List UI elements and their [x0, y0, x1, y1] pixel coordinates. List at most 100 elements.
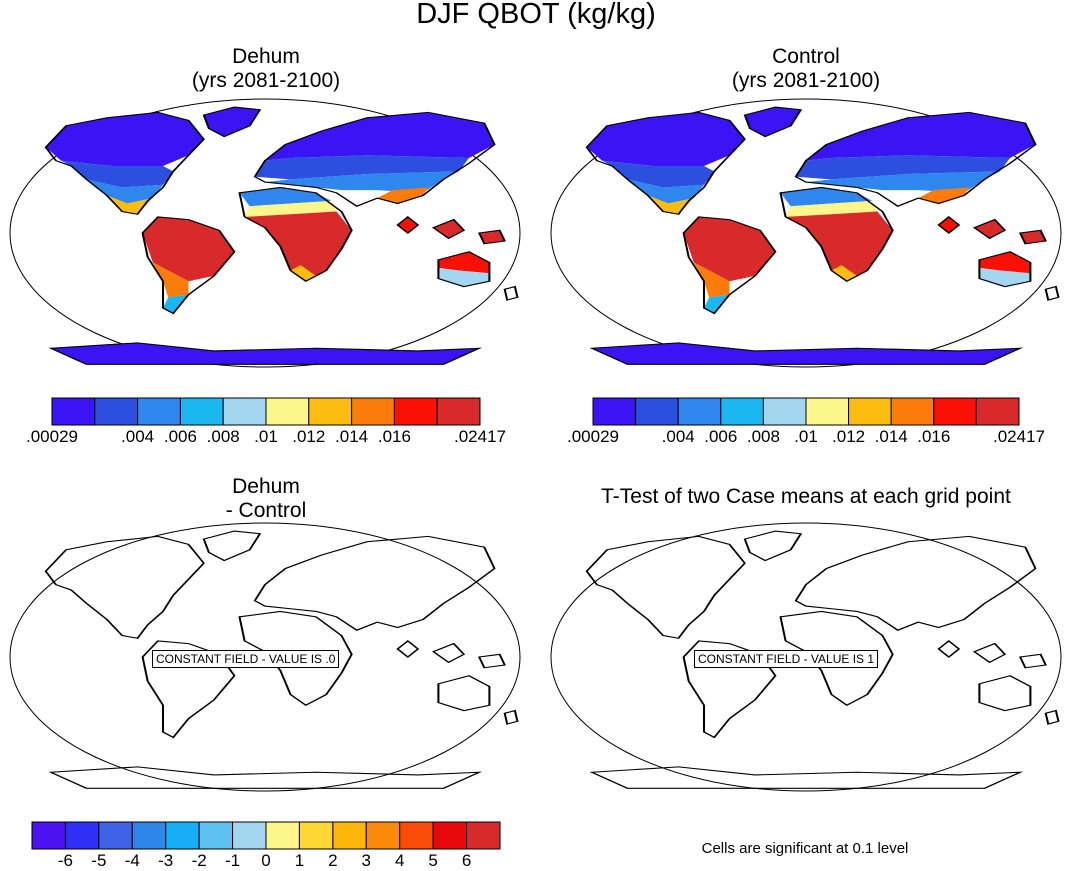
colorbar-tick-label: -1 — [225, 851, 241, 870]
colorbar-swatch — [393, 397, 438, 426]
colorbar-swatch — [137, 397, 181, 426]
map-panel-control — [551, 99, 1061, 367]
field-fill-region — [265, 171, 459, 193]
colorbar-swatch — [94, 397, 139, 426]
colorbar-swatch — [592, 397, 637, 426]
field-fill-region — [602, 160, 715, 188]
colorbar-tick-label: 3 — [361, 851, 372, 870]
field-fill-region — [806, 112, 1036, 161]
colorbar-swatch — [975, 397, 1020, 426]
colorbar-swatch — [308, 397, 353, 426]
colorbar-tick-label: -5 — [91, 851, 107, 870]
colorbar-swatch — [31, 821, 66, 850]
colorbar-swatch — [179, 397, 224, 426]
panel-title-line1: Dehum — [232, 45, 300, 68]
colorbar-tick-label: .00029 — [567, 427, 619, 446]
field-fill-region — [591, 342, 1021, 365]
colorbar-swatch — [64, 821, 100, 850]
colorbar-tick-label: 5 — [428, 851, 438, 870]
colorbar-swatch — [720, 397, 764, 426]
field-fill-region — [806, 171, 1000, 193]
panel-title-line1: Control — [772, 45, 840, 68]
colorbar-tick-label: .02417 — [454, 427, 506, 446]
colorbar-tick-label: .012 — [832, 427, 866, 446]
colorbar-tick-label: .012 — [292, 427, 326, 446]
field-fill-region — [265, 112, 495, 161]
colorbar-tick-label: .008 — [746, 427, 780, 446]
panel-title-ttest: T-Test of two Case means at each grid po… — [536, 485, 1072, 509]
field-fill-region — [744, 107, 801, 137]
field-fill-region — [244, 200, 337, 217]
colorbar-tick-label: -6 — [57, 851, 73, 870]
constant-field-label-diff: CONSTANT FIELD - VALUE IS .0 — [152, 650, 340, 668]
colorbar-swatch — [677, 397, 722, 426]
colorbar-diff — [31, 821, 501, 850]
panel-title-dehum: Dehum (yrs 2081-2100) — [116, 45, 416, 93]
field-fill-region — [438, 267, 490, 287]
colorbar-swatch — [198, 821, 234, 850]
colorbar-tick-label: .006 — [163, 427, 197, 446]
colorbar-swatch — [265, 397, 310, 426]
panel-title-line2: (yrs 2081-2100) — [191, 69, 341, 92]
field-fill-region — [86, 179, 163, 204]
colorbar-swatch — [298, 821, 334, 850]
field-fill-region — [1020, 230, 1046, 244]
constant-field-label-ttest: CONSTANT FIELD - VALUE IS 1 — [694, 650, 879, 668]
field-fill-region — [693, 262, 730, 298]
field-fill-region — [795, 155, 1010, 180]
field-fill-region — [142, 216, 235, 282]
colorbar-tick-label: -2 — [191, 851, 207, 870]
colorbar-tick-label: -3 — [158, 851, 174, 870]
panel-title-line1: Dehum — [232, 475, 300, 498]
colorbar-tick-label: .00029 — [26, 427, 78, 446]
field-fill-region — [627, 179, 704, 204]
panel-title-diff: Dehum - Control — [116, 475, 416, 523]
colorbar-swatch — [332, 821, 367, 850]
colorbar-swatch — [351, 397, 395, 426]
panel-title-control: Control (yrs 2081-2100) — [656, 45, 956, 93]
colorbar-swatch — [890, 397, 935, 426]
colorbar-control — [592, 397, 1020, 426]
field-fill-region — [479, 230, 505, 244]
colorbar-tick-label: .008 — [206, 427, 240, 446]
field-fill-region — [203, 107, 260, 137]
field-fill-region — [50, 342, 480, 365]
panel-title-line1: T-Test of two Case means at each grid po… — [601, 485, 1011, 508]
significance-note: Cells are significant at 0.1 level — [701, 840, 909, 857]
field-fill-region — [244, 211, 352, 282]
colorbar-swatch — [848, 397, 892, 426]
colorbar-swatch — [399, 821, 434, 850]
colorbar-swatch — [762, 397, 807, 426]
field-fill-region — [979, 251, 1031, 274]
colorbar-dehum — [51, 397, 481, 426]
field-fill-region — [785, 200, 878, 217]
map-panel-dehum — [10, 99, 520, 367]
field-fill-region — [918, 187, 970, 204]
colorbar-swatch — [51, 397, 96, 426]
field-fill-region — [979, 267, 1031, 287]
colorbar-tick-label: .01 — [254, 427, 278, 446]
colorbar-tick-label: .006 — [704, 427, 738, 446]
field-fill-region — [60, 160, 174, 188]
colorbar-swatch — [466, 821, 501, 850]
colorbar-tick-label: 2 — [328, 851, 338, 870]
colorbar-swatch — [232, 821, 267, 850]
field-fill-region — [785, 211, 893, 282]
colorbar-swatch — [365, 821, 401, 850]
colorbar-tick-label: 4 — [394, 851, 405, 870]
field-fill-region — [586, 112, 745, 166]
colorbar-swatch — [265, 821, 300, 850]
colorbar-tick-label: .004 — [121, 427, 155, 446]
panel-title-line2: (yrs 2081-2100) — [731, 69, 881, 92]
colorbar-tick-label: -4 — [124, 851, 140, 870]
field-fill-region — [438, 251, 490, 274]
colorbar-swatch — [635, 397, 679, 426]
colorbar-swatch — [98, 821, 133, 850]
colorbar-tick-label: .02417 — [993, 427, 1045, 446]
colorbar-swatch — [131, 821, 167, 850]
colorbar-swatch — [805, 397, 850, 426]
colorbar-tick-label: 6 — [461, 851, 472, 870]
colorbar-swatch — [432, 821, 468, 850]
field-fill-region — [704, 294, 730, 314]
